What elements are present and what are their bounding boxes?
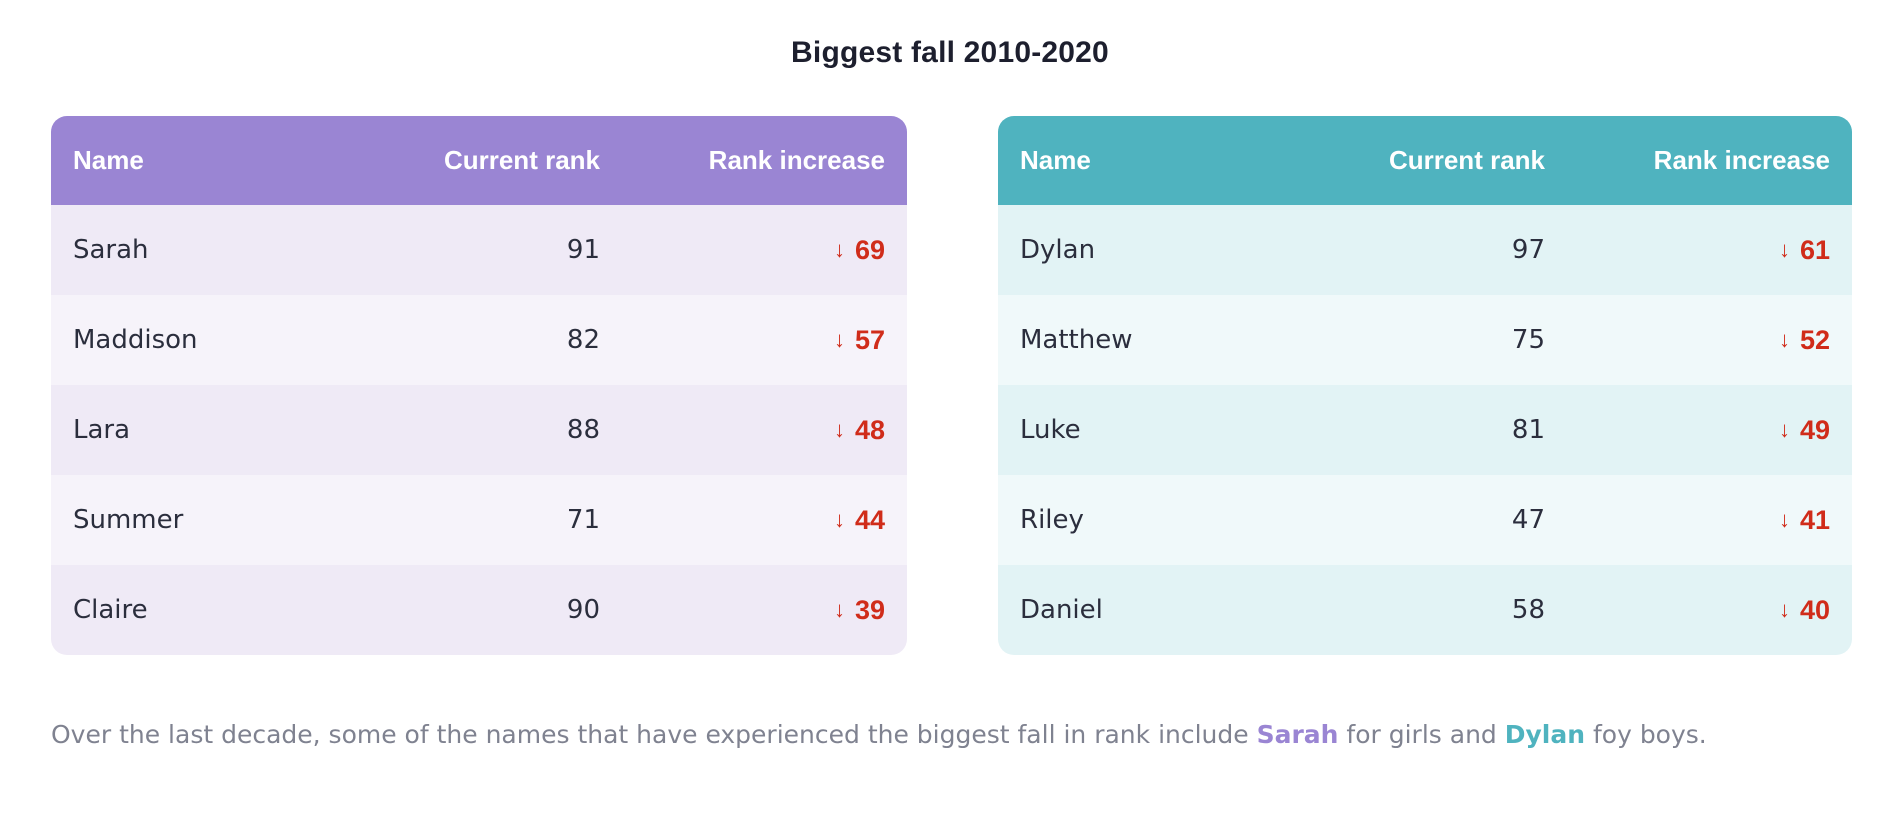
column-header-rank-increase: Rank increase <box>1653 145 1830 175</box>
table-row: Dylan 97 ↓ 61 <box>998 205 1852 295</box>
rank-change-value: 49 <box>1799 414 1830 445</box>
rank-change-cell: ↓ 57 <box>600 325 885 356</box>
table-row: Matthew 75 ↓ 52 <box>998 295 1852 385</box>
rank-change-cell: ↓ 49 <box>1545 415 1830 446</box>
rank-change-value: 52 <box>1799 324 1830 355</box>
down-arrow-icon: ↓ <box>1778 236 1790 262</box>
caption-text: for girls and <box>1338 720 1505 749</box>
table-header: Name Current rank Rank increase <box>51 116 907 205</box>
table-row: Summer 71 ↓ 44 <box>51 475 907 565</box>
boys-table: Name Current rank Rank increase Dylan 97… <box>998 116 1852 655</box>
rank-change-cell: ↓ 52 <box>1545 325 1830 356</box>
table-row: Lara 88 ↓ 48 <box>51 385 907 475</box>
name-cell: Maddison <box>73 325 198 355</box>
column-header-rank-increase: Rank increase <box>708 145 885 175</box>
rank-change-value: 44 <box>854 504 885 535</box>
current-rank-cell: 90 <box>566 595 600 625</box>
rank-change-value: 57 <box>854 324 885 355</box>
table-row: Luke 81 ↓ 49 <box>998 385 1852 475</box>
rank-change-cell: ↓ 41 <box>1545 505 1830 536</box>
column-header-current-rank: Current rank <box>443 145 600 175</box>
rank-change-cell: ↓ 48 <box>600 415 885 446</box>
down-arrow-icon: ↓ <box>833 596 845 622</box>
table-row: Sarah 91 ↓ 69 <box>51 205 907 295</box>
current-rank-cell: 47 <box>1511 505 1545 535</box>
rank-change-cell: ↓ 40 <box>1545 595 1830 626</box>
down-arrow-icon: ↓ <box>833 416 845 442</box>
caption-girl-name: Sarah <box>1256 720 1339 749</box>
rank-change-value: 69 <box>854 234 885 265</box>
name-cell: Dylan <box>1020 235 1096 265</box>
rank-change-cell: ↓ 69 <box>600 235 885 266</box>
name-cell: Daniel <box>1020 595 1103 625</box>
caption-boy-name: Dylan <box>1504 720 1586 749</box>
current-rank-cell: 82 <box>566 325 600 355</box>
page-title: Biggest fall 2010-2020 <box>791 36 1109 69</box>
column-header-name: Name <box>1020 145 1091 175</box>
name-cell: Claire <box>73 595 148 625</box>
name-cell: Lara <box>73 415 131 445</box>
rank-change-value: 39 <box>854 594 885 625</box>
table-row: Maddison 82 ↓ 57 <box>51 295 907 385</box>
name-cell: Sarah <box>73 235 149 265</box>
column-header-current-rank: Current rank <box>1388 145 1545 175</box>
caption: Over the last decade, some of the names … <box>51 720 1871 749</box>
table-row: Claire 90 ↓ 39 <box>51 565 907 655</box>
name-cell: Matthew <box>1020 325 1133 355</box>
rank-change-value: 40 <box>1799 594 1830 625</box>
down-arrow-icon: ↓ <box>833 236 845 262</box>
down-arrow-icon: ↓ <box>833 506 845 532</box>
caption-text: Over the last decade, some of the names … <box>51 720 1257 749</box>
current-rank-cell: 88 <box>566 415 600 445</box>
rank-change-value: 61 <box>1799 234 1830 265</box>
table-header: Name Current rank Rank increase <box>998 116 1852 205</box>
down-arrow-icon: ↓ <box>1778 596 1790 622</box>
rank-change-cell: ↓ 44 <box>600 505 885 536</box>
current-rank-cell: 58 <box>1511 595 1545 625</box>
down-arrow-icon: ↓ <box>1778 506 1790 532</box>
current-rank-cell: 71 <box>566 505 600 535</box>
name-cell: Summer <box>73 505 184 535</box>
down-arrow-icon: ↓ <box>833 326 845 352</box>
column-header-name: Name <box>73 145 144 175</box>
current-rank-cell: 91 <box>566 235 600 265</box>
name-cell: Riley <box>1020 505 1084 535</box>
current-rank-cell: 75 <box>1511 325 1545 355</box>
rank-change-cell: ↓ 39 <box>600 595 885 626</box>
down-arrow-icon: ↓ <box>1778 416 1790 442</box>
girls-table: Name Current rank Rank increase Sarah 91… <box>51 116 907 655</box>
caption-text: foy boys. <box>1585 720 1707 749</box>
table-row: Riley 47 ↓ 41 <box>998 475 1852 565</box>
name-cell: Luke <box>1020 415 1081 445</box>
current-rank-cell: 81 <box>1511 415 1545 445</box>
table-row: Daniel 58 ↓ 40 <box>998 565 1852 655</box>
current-rank-cell: 97 <box>1511 235 1545 265</box>
down-arrow-icon: ↓ <box>1778 326 1790 352</box>
rank-change-value: 41 <box>1799 504 1830 535</box>
rank-change-value: 48 <box>854 414 885 445</box>
rank-change-cell: ↓ 61 <box>1545 235 1830 266</box>
